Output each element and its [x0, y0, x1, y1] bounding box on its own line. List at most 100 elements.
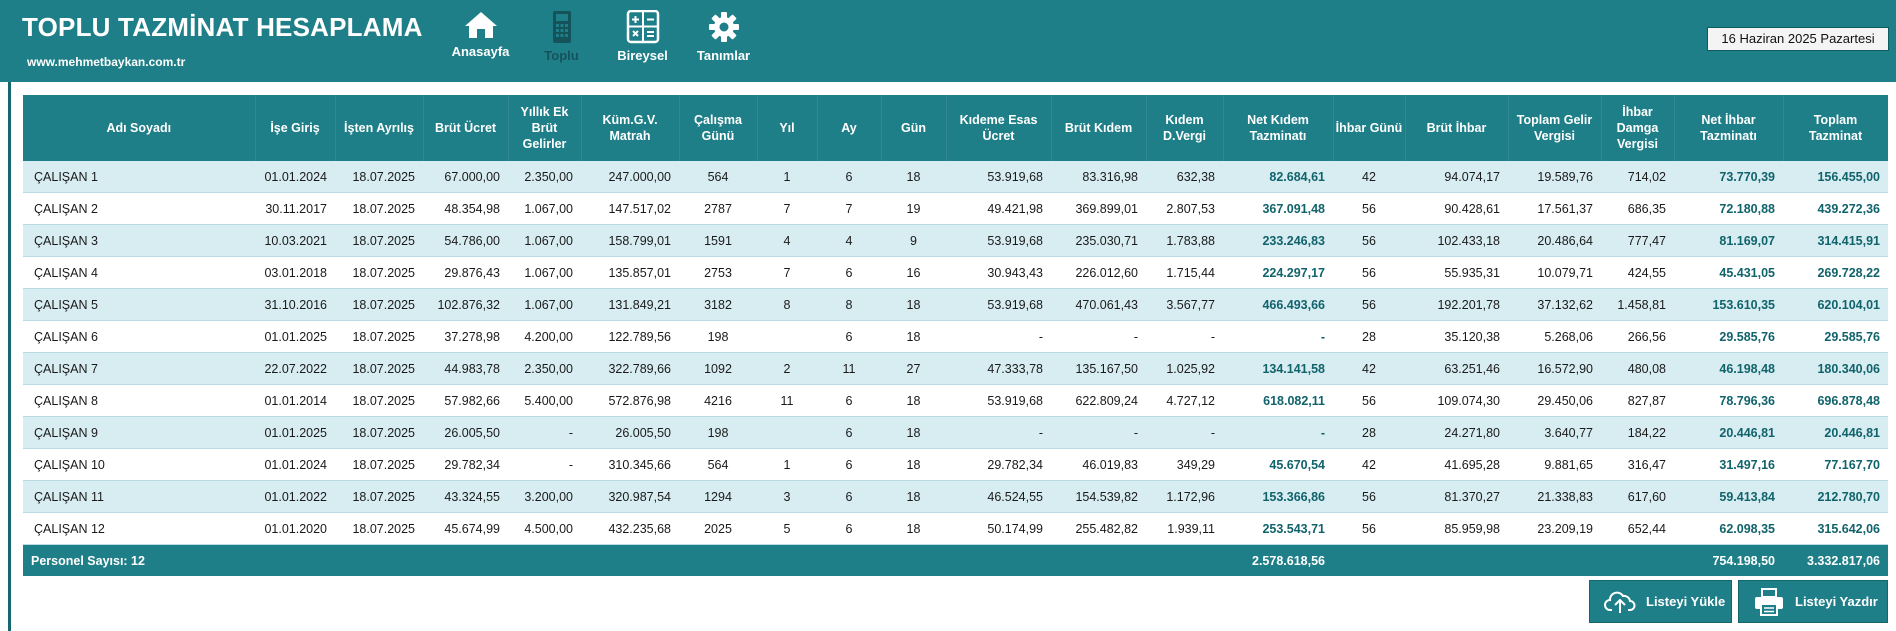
table-cell: 44.983,78 [423, 352, 508, 385]
table-row[interactable]: ÇALIŞAN 2 30.11.2017 18.07.2025 48.354,98 1.… [23, 192, 1888, 225]
employee-name-cell: ÇALIŞAN 2 [23, 192, 255, 225]
table-cell: 18.07.2025 [335, 384, 423, 417]
table-cell: 253.543,71 [1223, 512, 1333, 545]
table-row[interactable]: ÇALIŞAN 11 01.01.2022 18.07.2025 43.324,55 3… [23, 480, 1888, 513]
table-cell: 1.939,11 [1146, 512, 1223, 545]
table-cell: 29.782,34 [423, 448, 508, 481]
table-cell: 42 [1333, 352, 1405, 385]
table-cell: 28 [1333, 416, 1405, 449]
table-cell: 7 [757, 256, 817, 289]
compensation-table: Adı Soyadı İşe Giriş İşten Ayrılış Brüt Ücr… [23, 95, 1889, 576]
table-cell: 5.268,06 [1508, 320, 1601, 353]
table-cell: 198 [679, 416, 757, 449]
table-cell: - [1223, 320, 1333, 353]
table-cell: 2787 [679, 192, 757, 225]
table-cell: 6 [817, 320, 881, 353]
table-cell: 18.07.2025 [335, 192, 423, 225]
table-cell: 564 [679, 161, 757, 193]
table-body: ÇALIŞAN 1 01.01.2024 18.07.2025 67.000,00 2.… [23, 161, 1888, 545]
app-title: TOPLU TAZMİNAT HESAPLAMA [22, 12, 423, 42]
table-row[interactable]: ÇALIŞAN 9 01.01.2025 18.07.2025 26.005,50-2… [23, 416, 1888, 449]
table-cell: 247.000,00 [581, 161, 679, 193]
table-cell: 49.421,98 [946, 192, 1051, 225]
table-row[interactable]: ÇALIŞAN 1 01.01.2024 18.07.2025 67.000,00 2.… [23, 161, 1888, 193]
column-header: Çalışma Günü [679, 95, 758, 161]
table-cell: 03.01.2018 [255, 256, 335, 289]
table-cell: 11 [757, 384, 817, 417]
table-cell: 6 [817, 480, 881, 513]
table-cell: 94.074,17 [1405, 161, 1508, 193]
table-row[interactable]: ÇALIŞAN 8 01.01.2014 18.07.2025 57.982,66 5.… [23, 384, 1888, 417]
table-cell: 42 [1333, 448, 1405, 481]
table-cell: 2025 [679, 512, 757, 545]
column-header: Brüt Kıdem [1051, 95, 1147, 161]
table-cell: 147.517,02 [581, 192, 679, 225]
home-icon [464, 12, 497, 38]
table-cell: 83.316,98 [1051, 161, 1146, 193]
table-row[interactable]: ÇALIŞAN 12 01.01.2020 18.07.2025 45.674,99 4… [23, 512, 1888, 545]
table-cell: 269.728,22 [1783, 256, 1888, 289]
table-row[interactable]: ÇALIŞAN 4 03.01.2018 18.07.2025 29.876,43 1.… [23, 256, 1888, 289]
table-cell: 564 [679, 448, 757, 481]
table-cell: 686,35 [1601, 192, 1674, 225]
table-cell: 315.642,06 [1783, 512, 1888, 545]
table-cell: 6 [817, 512, 881, 545]
table-row[interactable]: ÇALIŞAN 10 01.01.2024 18.07.2025 29.782,34-… [23, 448, 1888, 481]
nav-anasayfa[interactable]: Anasayfa [440, 8, 521, 63]
table-row[interactable]: ÇALIŞAN 5 31.10.2016 18.07.2025 102.876,32 1… [23, 288, 1888, 321]
column-header: Gün [881, 95, 947, 161]
table-cell: - [946, 416, 1051, 449]
table-cell: 23.209,19 [1508, 512, 1601, 545]
table-cell: 1.458,81 [1601, 288, 1674, 321]
table-cell: 18.07.2025 [335, 288, 423, 321]
table-cell: 56 [1333, 512, 1405, 545]
table-cell: 18 [881, 384, 946, 417]
gear-icon [708, 12, 739, 42]
column-header: Ay [817, 95, 882, 161]
table-cell: 29.876,43 [423, 256, 508, 289]
table-footer-row: Personel Sayısı: 12 2.578.618,56 754.198… [23, 544, 1888, 576]
table-cell: 18 [881, 288, 946, 321]
table-cell: 134.141,58 [1223, 352, 1333, 385]
net-kidem-total: 2.578.618,56 [1223, 544, 1333, 576]
main-nav: Anasayfa Toplu [440, 8, 764, 63]
employee-name-cell: ÇALIŞAN 4 [23, 256, 255, 289]
table-row[interactable]: ÇALIŞAN 6 01.01.2025 18.07.2025 37.278,98 4.… [23, 320, 1888, 353]
table-cell: 1294 [679, 480, 757, 513]
column-header: İhbar Damga Vergisi [1601, 95, 1675, 161]
employee-name-cell: ÇALIŞAN 5 [23, 288, 255, 321]
upload-list-button[interactable]: Listeyi Yükle [1589, 580, 1732, 623]
table-cell: 46.524,55 [946, 480, 1051, 513]
table-cell: 5.400,00 [508, 384, 581, 417]
table-cell: 2.350,00 [508, 352, 581, 385]
table-cell: 45.674,99 [423, 512, 508, 545]
nav-tanimlar[interactable]: Tanımlar [683, 8, 764, 63]
nav-bireysel[interactable]: Bireysel [602, 8, 683, 63]
column-header: Toplam Gelir Vergisi [1508, 95, 1602, 161]
table-cell: 5 [757, 512, 817, 545]
table-row[interactable]: ÇALIŞAN 7 22.07.2022 18.07.2025 44.983,78 2.… [23, 352, 1888, 385]
column-header: Kıdem D.Vergi [1146, 95, 1224, 161]
table-cell: 235.030,71 [1051, 224, 1146, 257]
employee-name-cell: ÇALIŞAN 3 [23, 224, 255, 257]
print-list-button[interactable]: Listeyi Yazdır [1738, 580, 1888, 623]
personnel-count: Personel Sayısı: 12 [23, 544, 1223, 576]
table-cell: 78.796,36 [1674, 384, 1783, 417]
table-cell: 714,02 [1601, 161, 1674, 193]
column-header: İşe Giriş [255, 95, 336, 161]
table-cell: 1.025,92 [1146, 352, 1223, 385]
table-row[interactable]: ÇALIŞAN 3 10.03.2021 18.07.2025 54.786,00 1.… [23, 224, 1888, 257]
site-link[interactable]: www.mehmetbaykan.com.tr [27, 55, 186, 69]
table-cell: 1591 [679, 224, 757, 257]
table-cell: 4.200,00 [508, 320, 581, 353]
table-cell: 20.446,81 [1674, 416, 1783, 449]
table-cell: 29.450,06 [1508, 384, 1601, 417]
table-cell: 180.340,06 [1783, 352, 1888, 385]
column-header: Toplam Tazminat [1783, 95, 1889, 161]
table-cell: 16.572,90 [1508, 352, 1601, 385]
table-cell: 10.079,71 [1508, 256, 1601, 289]
table-cell: 10.03.2021 [255, 224, 335, 257]
table-cell: 01.01.2022 [255, 480, 335, 513]
nav-toplu[interactable]: Toplu [521, 8, 602, 63]
calculator-grid-icon [626, 10, 659, 44]
